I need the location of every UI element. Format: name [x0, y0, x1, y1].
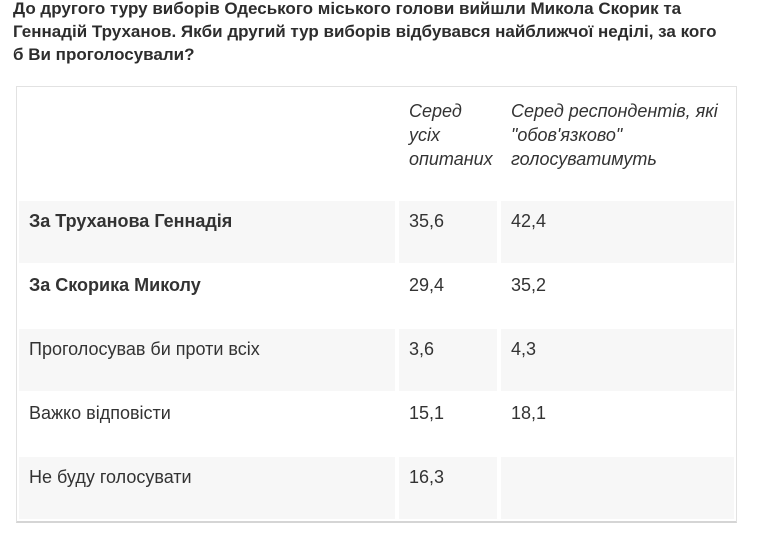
value-will-vote: 4,3: [499, 328, 736, 392]
results-table-container: Серед усіх опитаних Серед респондентів, …: [16, 86, 737, 523]
table-row-hard-to-answer: Важко відповісти 15,1 18,1: [17, 392, 736, 456]
table-row-will-not-vote: Не буду голосувати 16,3: [17, 456, 736, 520]
row-label: Важко відповісти: [17, 392, 397, 456]
table-row-trukhanov: За Труханова Геннадія 35,6 42,4: [17, 200, 736, 264]
value-will-vote: 18,1: [499, 392, 736, 456]
row-label: За Скорика Миколу: [17, 264, 397, 328]
question-title: До другого туру виборів Одеського місько…: [13, 0, 717, 64]
value-all-respondents: 16,3: [397, 456, 499, 520]
header-cell-will-vote: Серед респондентів, які "обов'язково" го…: [499, 87, 736, 200]
value-all-respondents: 15,1: [397, 392, 499, 456]
row-label: За Труханова Геннадія: [17, 200, 397, 264]
row-label: Проголосував би проти всіх: [17, 328, 397, 392]
results-table: Серед усіх опитаних Серед респондентів, …: [17, 87, 736, 520]
value-all-respondents: 35,6: [397, 200, 499, 264]
header-cell-empty: [17, 87, 397, 200]
value-will-vote: 35,2: [499, 264, 736, 328]
value-all-respondents: 29,4: [397, 264, 499, 328]
value-will-vote: 42,4: [499, 200, 736, 264]
header-cell-all-respondents: Серед усіх опитаних: [397, 87, 499, 200]
value-will-vote: [499, 456, 736, 520]
table-row-skoryk: За Скорика Миколу 29,4 35,2: [17, 264, 736, 328]
header-row: Серед усіх опитаних Серед респондентів, …: [17, 87, 736, 200]
table-row-against-all: Проголосував би проти всіх 3,6 4,3: [17, 328, 736, 392]
value-all-respondents: 3,6: [397, 328, 499, 392]
row-label: Не буду голосувати: [17, 456, 397, 520]
